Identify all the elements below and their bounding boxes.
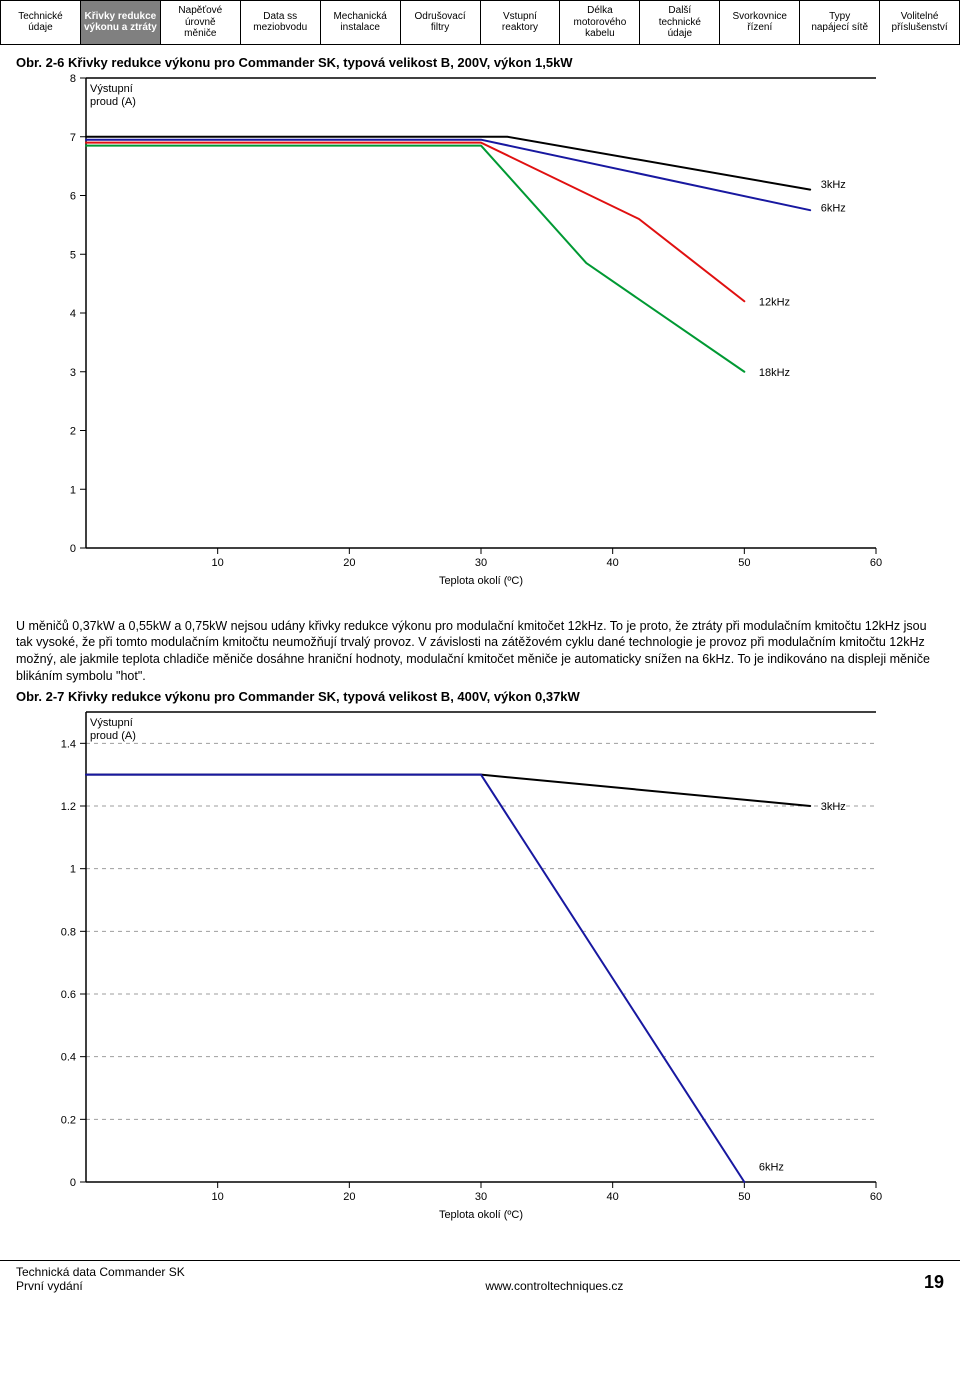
body-paragraph: U měničů 0,37kW a 0,55kW a 0,75kW nejsou… bbox=[16, 618, 944, 686]
tab-4[interactable]: Mechanickáinstalace bbox=[320, 1, 400, 44]
tab-3[interactable]: Data ssmeziobvodu bbox=[240, 1, 320, 44]
svg-text:0.6: 0.6 bbox=[61, 989, 76, 1001]
tab-7[interactable]: Délkamotorovéhokabelu bbox=[559, 1, 639, 44]
svg-text:proud (A): proud (A) bbox=[90, 96, 136, 108]
page-footer: Technická data Commander SK První vydání… bbox=[0, 1260, 960, 1301]
svg-text:3kHz: 3kHz bbox=[821, 801, 846, 813]
svg-text:Teplota okolí (ºC): Teplota okolí (ºC) bbox=[439, 1209, 523, 1221]
svg-text:0: 0 bbox=[70, 543, 76, 555]
tab-1[interactable]: Křivky redukcevýkonu a ztráty bbox=[80, 1, 160, 44]
chart-1: 0 1 2 3 4 5 6 7 8 10 20 30 40 50 60 Výstupníproud (A) Te… bbox=[16, 72, 944, 612]
svg-text:20: 20 bbox=[343, 557, 355, 569]
svg-text:1.2: 1.2 bbox=[61, 801, 76, 813]
footer-doc-title: Technická data Commander SK bbox=[16, 1265, 185, 1279]
svg-text:40: 40 bbox=[607, 557, 619, 569]
svg-text:2: 2 bbox=[70, 425, 76, 437]
svg-text:30: 30 bbox=[475, 1191, 487, 1203]
page-content: Obr. 2-6 Křivky redukce výkonu pro Comma… bbox=[0, 45, 960, 1261]
svg-text:1: 1 bbox=[70, 484, 76, 496]
svg-text:10: 10 bbox=[212, 557, 224, 569]
svg-text:Výstupní: Výstupní bbox=[90, 717, 133, 729]
svg-text:6kHz: 6kHz bbox=[759, 1161, 784, 1173]
svg-text:1: 1 bbox=[70, 864, 76, 876]
svg-text:10: 10 bbox=[212, 1191, 224, 1203]
tab-8[interactable]: Dalšítechnickéúdaje bbox=[639, 1, 719, 44]
svg-text:50: 50 bbox=[738, 1191, 750, 1203]
svg-text:0.8: 0.8 bbox=[61, 926, 76, 938]
svg-text:Teplota okolí (ºC): Teplota okolí (ºC) bbox=[439, 575, 523, 587]
tab-5[interactable]: Odrušovacífiltry bbox=[400, 1, 480, 44]
footer-edition: První vydání bbox=[16, 1279, 185, 1293]
svg-text:Výstupní: Výstupní bbox=[90, 83, 133, 95]
svg-text:18kHz: 18kHz bbox=[759, 366, 790, 378]
svg-text:30: 30 bbox=[475, 557, 487, 569]
svg-text:proud (A): proud (A) bbox=[90, 730, 136, 742]
svg-text:40: 40 bbox=[607, 1191, 619, 1203]
svg-text:12kHz: 12kHz bbox=[759, 296, 790, 308]
svg-text:3kHz: 3kHz bbox=[821, 178, 846, 190]
svg-text:50: 50 bbox=[738, 557, 750, 569]
footer-page-number: 19 bbox=[924, 1272, 944, 1293]
svg-text:7: 7 bbox=[70, 131, 76, 143]
svg-text:5: 5 bbox=[70, 249, 76, 261]
svg-text:20: 20 bbox=[343, 1191, 355, 1203]
svg-text:3: 3 bbox=[70, 366, 76, 378]
svg-text:0.2: 0.2 bbox=[61, 1114, 76, 1126]
tab-0[interactable]: Technickéúdaje bbox=[0, 1, 80, 44]
svg-text:4: 4 bbox=[70, 308, 76, 320]
svg-text:6kHz: 6kHz bbox=[821, 202, 846, 214]
svg-text:0.4: 0.4 bbox=[61, 1052, 76, 1064]
chart-2: 0 0.2 0.4 0.6 0.8 1 1.2 1.4 10 20 30 40 50 60 Výstupní… bbox=[16, 706, 944, 1246]
svg-text:60: 60 bbox=[870, 557, 882, 569]
tab-bar: TechnickéúdajeKřivky redukcevýkonu a ztr… bbox=[0, 0, 960, 45]
tab-6[interactable]: Vstupníreaktory bbox=[480, 1, 560, 44]
figure-title-1: Obr. 2-6 Křivky redukce výkonu pro Comma… bbox=[16, 55, 944, 70]
tab-11[interactable]: Volitelnépříslušenství bbox=[879, 1, 959, 44]
tab-9[interactable]: Svorkovniceřízení bbox=[719, 1, 799, 44]
footer-url: www.controltechniques.cz bbox=[485, 1279, 623, 1293]
figure-title-2: Obr. 2-7 Křivky redukce výkonu pro Comma… bbox=[16, 689, 944, 704]
svg-text:8: 8 bbox=[70, 73, 76, 85]
tab-10[interactable]: Typynapájecí sítě bbox=[799, 1, 879, 44]
svg-text:1.4: 1.4 bbox=[61, 738, 76, 750]
svg-text:0: 0 bbox=[70, 1177, 76, 1189]
svg-text:6: 6 bbox=[70, 190, 76, 202]
svg-text:60: 60 bbox=[870, 1191, 882, 1203]
tab-2[interactable]: Napěťovéúrovněměniče bbox=[160, 1, 240, 44]
